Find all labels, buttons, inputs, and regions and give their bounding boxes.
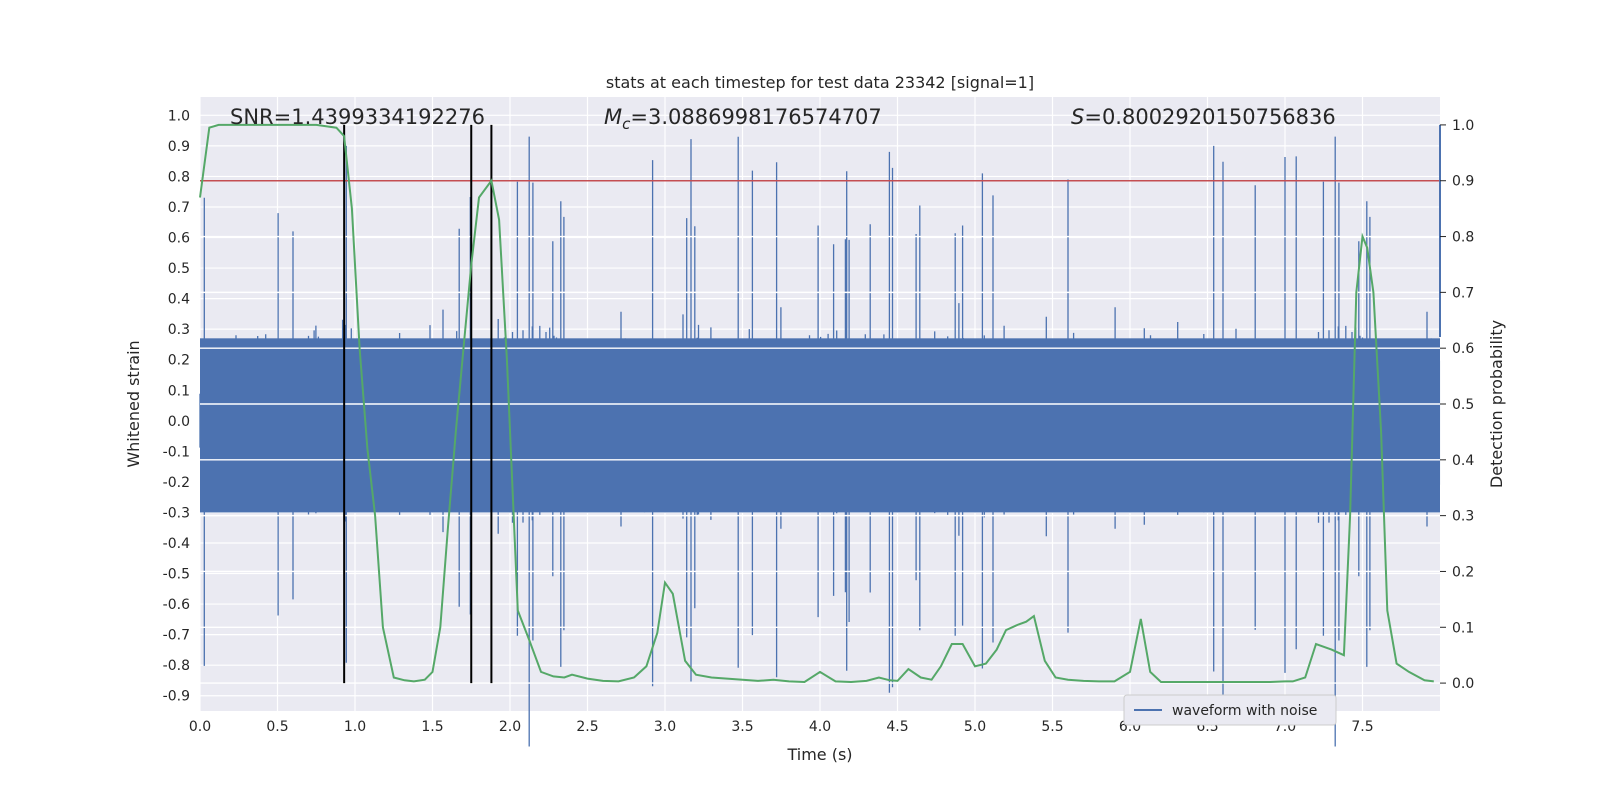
y-right-tick-label: 0.5	[1452, 397, 1474, 413]
y-left-tick-label: -0.5	[163, 567, 190, 583]
y-right-tick-label: 0.8	[1452, 230, 1474, 246]
s-stat: S=0.8002920150756836	[1071, 105, 1336, 129]
y-right-tick-label: 0.3	[1452, 509, 1474, 525]
y-left-tick-label: 0.9	[168, 139, 190, 155]
y-left-tick-label: -0.1	[163, 444, 190, 460]
y-left-tick-label: -0.6	[163, 597, 190, 613]
y-right-tick-label: 0.1	[1452, 620, 1474, 636]
y-left-tick-label: 0.5	[168, 261, 190, 277]
y-right-tick-label: 1.0	[1452, 118, 1474, 134]
chirp-mass-subscript: c	[622, 115, 631, 133]
chart-title: stats at each timestep for test data 233…	[606, 73, 1034, 92]
y-right-tick-label: 0.0	[1452, 676, 1474, 692]
series-detection-probability	[199, 123, 1434, 684]
y-left-tick-label: 0.8	[168, 169, 190, 185]
y-left-tick-label: 1.0	[168, 108, 190, 124]
x-tick-label: 1.0	[344, 719, 366, 735]
y-right-tick-label: 0.9	[1452, 174, 1474, 190]
legend-box	[1123, 694, 1337, 726]
chirp-mass-value: =3.0886998176574707	[630, 105, 881, 129]
snr-stat: SNR=1.4399334192276	[230, 105, 485, 129]
y-left-tick-label: -0.9	[163, 689, 190, 705]
x-tick-label: 3.0	[654, 719, 676, 735]
x-tick-label: 3.5	[731, 719, 753, 735]
y-left-tick-label: -0.8	[163, 658, 190, 674]
s-value: =0.8002920150756836	[1084, 105, 1335, 129]
y-left-tick-label: 0.7	[168, 200, 190, 216]
x-tick-label: 4.0	[809, 719, 831, 735]
y-right-tick-label: 0.4	[1452, 453, 1474, 469]
y-left-tick-label: 0.3	[168, 322, 190, 338]
y-left-axis-ticks: 1.0 0.9 0.8 0.7 0.6 0.5 0.4 0.3 0.2 0.1 0.0 -0.1 -0.…	[163, 108, 190, 704]
y-left-tick-label: -0.2	[163, 475, 190, 491]
y-right-tick-label: 0.2	[1452, 564, 1474, 580]
x-tick-label: 7.5	[1351, 719, 1373, 735]
y-left-tick-label: -0.7	[163, 628, 190, 644]
series-waveform-with-noise	[199, 136, 1441, 747]
x-tick-label: 2.5	[576, 719, 598, 735]
x-axis-label: Time (s)	[786, 745, 852, 764]
legend-label: waveform with noise	[1172, 703, 1317, 719]
y-left-tick-label: 0.4	[168, 292, 190, 308]
y-left-tick-label: -0.4	[163, 536, 190, 552]
x-tick-label: 0.5	[266, 719, 288, 735]
x-tick-label: 1.5	[421, 719, 443, 735]
chirp-mass-symbol: M	[604, 105, 622, 129]
y-left-tick-label: 0.6	[168, 231, 190, 247]
y-left-tick-label: -0.3	[163, 505, 190, 521]
waveform-core	[200, 338, 1440, 513]
y-left-axis-label: Whitened strain	[124, 340, 143, 467]
vertical-markers	[343, 124, 493, 684]
y-right-axis-ticks: 1.0 0.9 0.8 0.7 0.6 0.5 0.4 0.3 0.2 0.1 0.0	[1440, 118, 1474, 692]
s-symbol: S	[1071, 105, 1084, 129]
x-tick-label: 5.0	[964, 719, 986, 735]
y-left-tick-label: 0.2	[168, 353, 190, 369]
x-tick-label: 4.5	[886, 719, 908, 735]
x-tick-label: 5.5	[1041, 719, 1063, 735]
x-tick-label: 0.0	[189, 719, 211, 735]
y-left-tick-label: 0.1	[168, 383, 190, 399]
chirp-mass-stat: Mc=3.0886998176574707	[604, 105, 882, 133]
y-right-axis-label: Detection probability	[1487, 320, 1506, 488]
legend: waveform with noise	[1123, 694, 1337, 726]
y-right-tick-label: 0.7	[1452, 285, 1474, 301]
y-right-tick-label: 0.6	[1452, 341, 1474, 357]
y-left-tick-label: 0.0	[168, 414, 190, 430]
x-tick-label: 2.0	[499, 719, 521, 735]
